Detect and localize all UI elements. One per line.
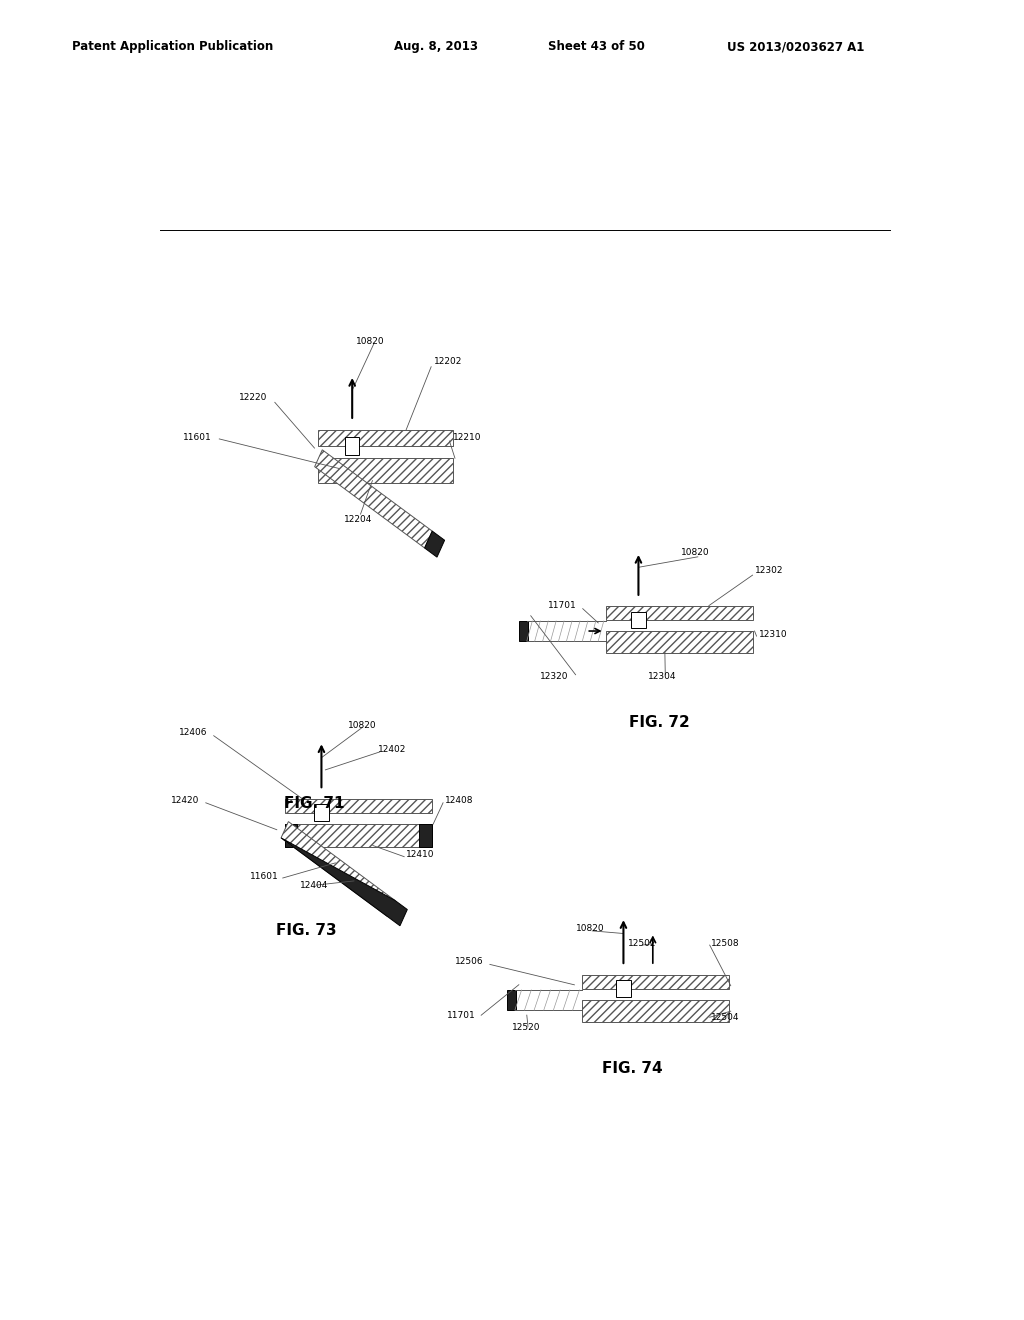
Bar (632, 612, 645, 628)
Text: Sheet 43 of 50: Sheet 43 of 50 (548, 40, 645, 53)
Text: 12204: 12204 (344, 515, 373, 524)
Text: 12320: 12320 (540, 672, 568, 681)
Bar (507, 990, 516, 1010)
Bar (606, 631, 753, 653)
Polygon shape (281, 838, 408, 925)
Text: Aug. 8, 2013: Aug. 8, 2013 (394, 40, 478, 53)
Text: 10820: 10820 (681, 548, 710, 557)
Text: 12506: 12506 (455, 957, 483, 966)
Text: 12508: 12508 (712, 939, 740, 948)
Text: 12202: 12202 (433, 358, 462, 366)
Text: 12402: 12402 (378, 746, 407, 755)
Text: 12408: 12408 (445, 796, 474, 805)
Text: 11601: 11601 (182, 433, 211, 442)
Bar (285, 824, 297, 846)
Bar (616, 981, 631, 998)
Polygon shape (281, 821, 395, 916)
Text: 12210: 12210 (454, 433, 482, 442)
Bar (318, 458, 454, 483)
Text: 12406: 12406 (179, 729, 207, 737)
Text: 10820: 10820 (348, 721, 377, 730)
Text: 12420: 12420 (171, 796, 200, 805)
Bar (419, 824, 431, 846)
Polygon shape (314, 450, 432, 548)
Text: 11701: 11701 (446, 1011, 475, 1020)
Text: US 2013/0203627 A1: US 2013/0203627 A1 (727, 40, 864, 53)
Bar (583, 1001, 729, 1022)
Bar (345, 437, 359, 455)
Bar (606, 606, 753, 620)
Text: FIG. 71: FIG. 71 (285, 796, 345, 812)
Bar (285, 824, 431, 846)
Text: 10820: 10820 (355, 337, 384, 346)
Text: FIG. 74: FIG. 74 (602, 1060, 663, 1076)
Text: 12220: 12220 (239, 393, 267, 401)
Text: Patent Application Publication: Patent Application Publication (72, 40, 273, 53)
Polygon shape (425, 531, 444, 557)
Text: 12302: 12302 (755, 565, 783, 574)
Text: 11601: 11601 (250, 873, 279, 882)
Text: 12502: 12502 (628, 939, 656, 948)
Text: 11701: 11701 (548, 601, 577, 610)
Text: 12404: 12404 (300, 880, 329, 890)
Text: 10820: 10820 (575, 924, 604, 933)
Text: 12520: 12520 (512, 1023, 541, 1032)
Text: 12504: 12504 (712, 1012, 739, 1022)
Bar (583, 974, 729, 989)
Text: FIG. 72: FIG. 72 (630, 715, 690, 730)
Text: 12410: 12410 (406, 850, 434, 859)
Bar (314, 804, 329, 821)
Bar (318, 430, 454, 446)
Text: 12310: 12310 (759, 630, 787, 639)
Text: FIG. 73: FIG. 73 (276, 924, 337, 939)
Bar (285, 799, 431, 813)
Bar (519, 620, 528, 642)
Text: 12304: 12304 (648, 672, 676, 681)
